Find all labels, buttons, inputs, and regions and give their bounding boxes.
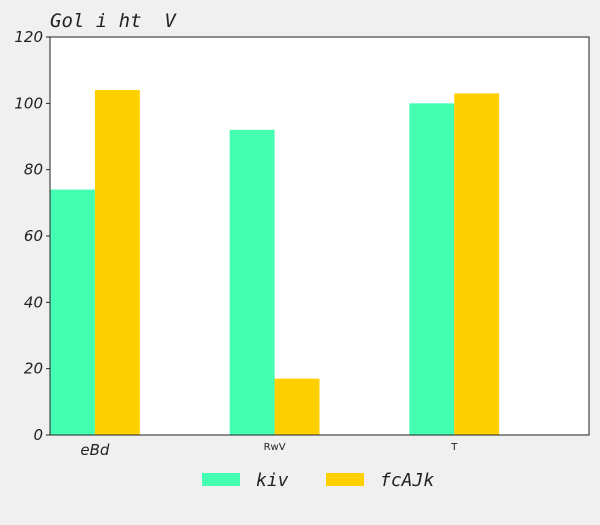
y-tick-label: 0 [33, 426, 43, 444]
bar-fcAJk-RwV [274, 378, 320, 435]
y-tick-label: 20 [24, 360, 43, 378]
bars-group [50, 90, 500, 436]
y-axis: 0 20 40 60 80 100 120 [14, 28, 50, 444]
x-tick-label: eBd [80, 441, 110, 459]
x-axis: eBd RwV T [80, 441, 458, 459]
x-tick-label: T [450, 442, 458, 453]
legend-label-fcAJk: fcAJk [380, 470, 434, 491]
y-tick-label: 80 [24, 161, 43, 179]
y-tick-label: 60 [24, 227, 43, 245]
bar-kiv-T [409, 103, 455, 435]
legend: kiv fcAJk [202, 470, 434, 491]
y-tick-label: 40 [24, 293, 43, 311]
bar-kiv-RwV [229, 129, 275, 435]
legend-label-kiv: kiv [256, 470, 289, 491]
chart-title: Gol i ht V [50, 10, 177, 32]
y-tick-label: 120 [14, 28, 43, 46]
legend-swatch-kiv [202, 473, 240, 486]
x-tick-label: RwV [264, 442, 286, 453]
bar-fcAJk-T [454, 93, 500, 435]
bar-kiv-eBd [50, 189, 95, 435]
legend-swatch-fcAJk [326, 473, 364, 486]
y-tick-label: 100 [14, 94, 43, 112]
bar-fcAJk-eBd [94, 90, 140, 436]
